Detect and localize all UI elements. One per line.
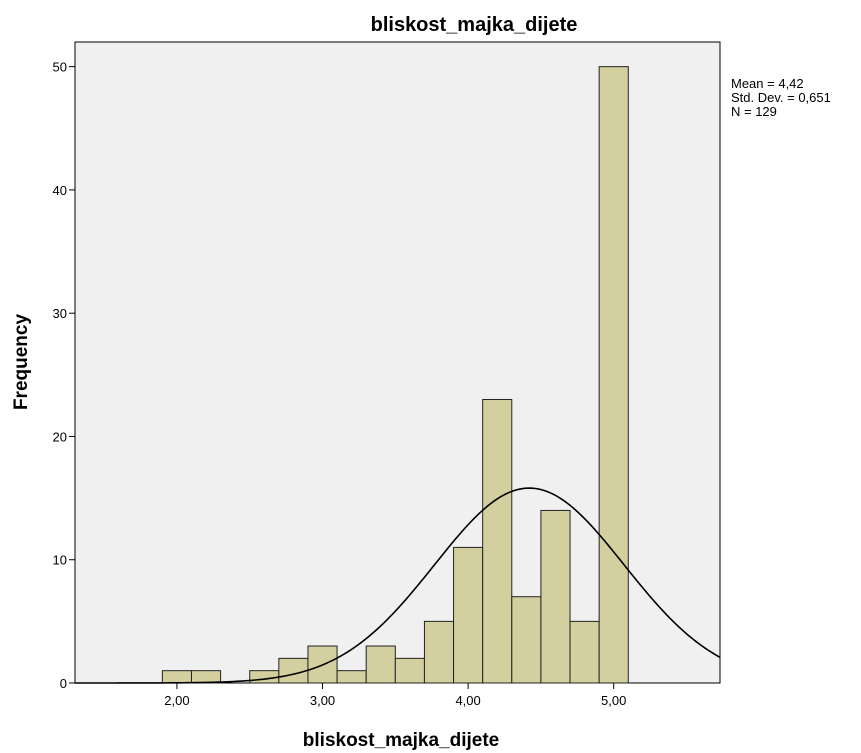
y-tick-label: 0 — [60, 676, 67, 691]
stat-mean: Mean = 4,42 — [731, 76, 804, 91]
x-tick-label: 3,00 — [310, 693, 335, 708]
histogram-bar — [336, 670, 367, 684]
x-tick-label: 2,00 — [164, 693, 189, 708]
chart-title: bliskost_majka_dijete — [371, 14, 578, 36]
histogram-bar — [278, 657, 309, 684]
y-tick-label: 30 — [53, 306, 67, 321]
histogram-bar — [511, 596, 542, 684]
histogram-bar — [540, 509, 571, 684]
statistics-summary: Mean = 4,42 Std. Dev. = 0,651 N = 129 — [731, 76, 831, 119]
y-axis: 0 10 20 30 40 50 — [53, 60, 75, 691]
y-tick-label: 40 — [53, 183, 67, 198]
histogram-bar — [423, 620, 455, 684]
normal-distribution-curve — [75, 487, 721, 684]
y-tick-label: 20 — [53, 429, 67, 444]
x-tick-label: 4,00 — [455, 693, 480, 708]
histogram-bar — [190, 670, 222, 684]
histogram-bar — [249, 670, 280, 684]
histogram-bars — [161, 66, 629, 684]
histogram-bar — [598, 66, 629, 684]
histogram-bar — [394, 657, 425, 684]
y-tick-label: 10 — [53, 553, 67, 568]
x-axis-title: bliskost_majka_dijete — [303, 730, 499, 751]
histogram-bar — [161, 670, 192, 684]
y-axis-title: Frequency — [11, 314, 32, 411]
histogram-bar — [365, 645, 396, 684]
stat-std-dev: Std. Dev. = 0,651 — [731, 90, 831, 105]
y-tick-label: 50 — [53, 60, 67, 75]
histogram-bar — [569, 620, 600, 684]
x-axis: 2,00 3,00 4,00 5,00 — [164, 683, 626, 708]
stat-n: N = 129 — [731, 104, 777, 119]
histogram-bar — [453, 546, 484, 684]
x-tick-label: 5,00 — [601, 693, 626, 708]
histogram-bar — [482, 398, 513, 684]
